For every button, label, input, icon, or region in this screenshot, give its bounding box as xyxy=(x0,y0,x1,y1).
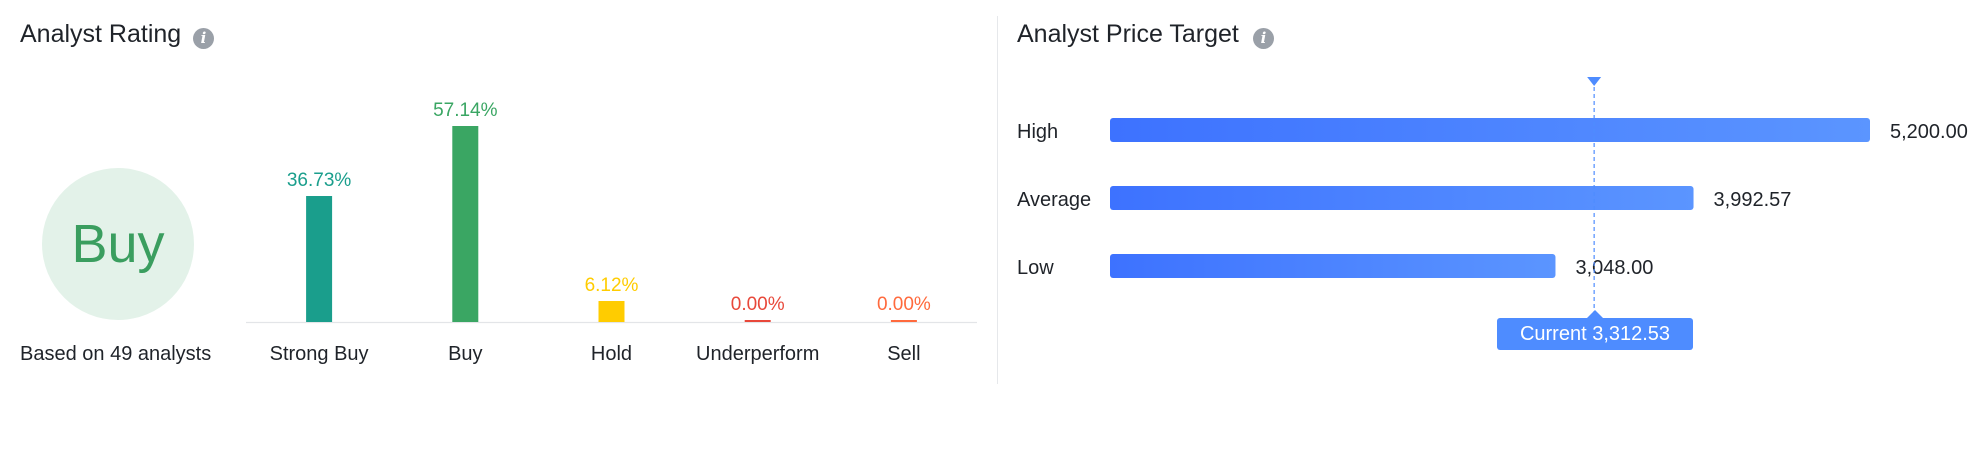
rating-bar-underperform xyxy=(744,320,771,322)
rating-category-label: Buy xyxy=(448,343,482,365)
current-price-prefix: Current xyxy=(1519,322,1587,345)
rating-distribution-chart: 36.73% Strong Buy 57.14% Buy 6.12% Hold 0.00% U… xyxy=(246,100,977,365)
rating-value-label: 0.00% xyxy=(877,294,931,315)
rating-bar-hold xyxy=(598,301,625,322)
info-icon[interactable]: i xyxy=(1253,28,1274,49)
rating-bar-buy xyxy=(452,126,479,322)
target-bar-average xyxy=(1110,186,1694,210)
target-value-label: 3,992.57 xyxy=(1714,189,1792,211)
target-bar-high xyxy=(1110,118,1870,142)
analyst-rating-title: Analyst Rating xyxy=(20,20,182,48)
target-value-label: 3,048.00 xyxy=(1575,257,1653,279)
info-icon[interactable]: i xyxy=(193,28,214,49)
rating-category-label: Underperform xyxy=(696,343,819,365)
rating-category-label: Strong Buy xyxy=(270,343,369,365)
target-value-label: 5,200.00 xyxy=(1890,121,1968,143)
target-bar-low xyxy=(1110,254,1556,278)
current-price-pointer xyxy=(1587,310,1603,318)
rating-category-label: Hold xyxy=(591,343,632,365)
target-row-label: Average xyxy=(1017,189,1091,211)
rating-value-label: 57.14% xyxy=(433,100,498,121)
consensus-label: Buy xyxy=(71,214,165,274)
rating-category-label: Sell xyxy=(887,343,920,365)
current-price-badge: Current 3,312.53 xyxy=(1497,318,1693,350)
rating-value-label: 36.73% xyxy=(287,170,352,191)
analyst-price-target-title: Analyst Price Target xyxy=(1017,20,1239,48)
panel-divider xyxy=(997,16,998,384)
rating-bar-strong-buy xyxy=(306,196,333,322)
consensus-badge: Buy xyxy=(42,168,194,320)
current-price-marker xyxy=(1587,77,1602,86)
target-row-label: Low xyxy=(1017,257,1054,279)
analyst-count: Based on 49 analysts xyxy=(20,343,212,365)
rating-bar-sell xyxy=(890,320,917,322)
rating-value-label: 6.12% xyxy=(585,275,639,296)
current-price-value: 3,312.53 xyxy=(1592,322,1671,345)
rating-value-label: 0.00% xyxy=(731,294,785,315)
target-row-label: High xyxy=(1017,121,1058,143)
